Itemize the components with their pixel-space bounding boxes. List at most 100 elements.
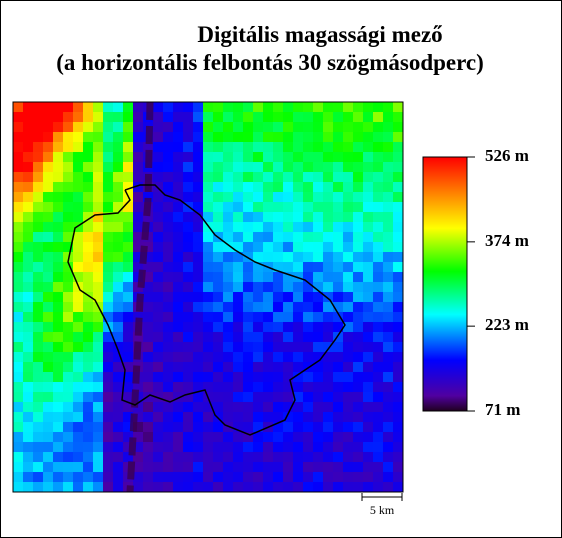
terrain-cell [53, 202, 64, 213]
terrain-cell [83, 202, 94, 213]
terrain-cell [213, 482, 224, 492]
terrain-cell [93, 252, 104, 263]
terrain-cell [63, 122, 74, 133]
terrain-cell [153, 422, 164, 433]
terrain-cell [103, 432, 114, 443]
terrain-cell [93, 322, 104, 333]
terrain-cell [223, 422, 234, 433]
terrain-cell [113, 252, 124, 263]
terrain-cell [233, 412, 244, 423]
terrain-cell [73, 322, 84, 333]
terrain-cell [113, 172, 124, 183]
terrain-cell [323, 112, 334, 123]
terrain-cell [283, 432, 294, 443]
terrain-cell [133, 202, 144, 213]
terrain-cell [193, 102, 204, 113]
terrain-cell [293, 232, 304, 243]
terrain-cell [63, 282, 74, 293]
terrain-cell [293, 442, 304, 453]
terrain-cell [63, 182, 74, 193]
terrain-cell [323, 152, 334, 163]
terrain-cell [253, 302, 264, 313]
terrain-cell [103, 462, 114, 473]
terrain-cell [153, 382, 164, 393]
terrain-cell [373, 412, 384, 423]
terrain-cell [193, 272, 204, 283]
terrain-cell [153, 342, 164, 353]
terrain-cell [13, 332, 24, 343]
terrain-cell [23, 222, 34, 233]
terrain-cell [243, 172, 254, 183]
terrain-cell [373, 422, 384, 433]
terrain-cell [23, 262, 34, 273]
terrain-cell [333, 352, 344, 363]
terrain-cell [103, 332, 114, 343]
terrain-cell [63, 232, 74, 243]
terrain-cell [243, 312, 254, 323]
terrain-cell [253, 282, 264, 293]
terrain-cell [303, 482, 314, 492]
terrain-cell [333, 102, 344, 113]
terrain-cell [353, 292, 364, 303]
terrain-cell [163, 352, 174, 363]
terrain-cell [103, 412, 114, 423]
terrain-cell [53, 432, 64, 443]
terrain-cell [213, 442, 224, 453]
terrain-cell [313, 312, 324, 323]
terrain-cell [273, 152, 284, 163]
terrain-cell [223, 432, 234, 443]
terrain-cell [153, 132, 164, 143]
terrain-cell [213, 372, 224, 383]
terrain-cell [163, 402, 174, 413]
terrain-cell [293, 102, 304, 113]
terrain-cell [233, 352, 244, 363]
terrain-cell [203, 192, 214, 203]
terrain-cell [153, 352, 164, 363]
terrain-cell [383, 472, 394, 483]
terrain-cell [343, 422, 354, 433]
terrain-cell [283, 462, 294, 473]
terrain-cell [93, 122, 104, 133]
map-border [12, 101, 404, 493]
terrain-cell [263, 232, 274, 243]
terrain-cell [103, 152, 114, 163]
terrain-cell [123, 142, 134, 153]
terrain-cell [33, 372, 44, 383]
terrain-cell [83, 452, 94, 463]
terrain-cell [373, 192, 384, 203]
terrain-cell [13, 192, 24, 203]
terrain-cell [63, 272, 74, 283]
terrain-cell [343, 312, 354, 323]
terrain-cell [73, 312, 84, 323]
terrain-cell [123, 132, 134, 143]
terrain-cell [83, 282, 94, 293]
terrain-cell [203, 292, 214, 303]
terrain-cell [223, 212, 234, 223]
terrain-cell [53, 122, 64, 133]
terrain-cell [23, 192, 34, 203]
terrain-cell [323, 272, 334, 283]
terrain-cell [43, 322, 54, 333]
terrain-cell [33, 292, 44, 303]
terrain-cell [293, 402, 304, 413]
terrain-cell [233, 342, 244, 353]
terrain-cell [163, 252, 174, 263]
terrain-cell [93, 312, 104, 323]
terrain-cell [73, 102, 84, 113]
terrain-cell [73, 222, 84, 233]
terrain-cell [63, 462, 74, 473]
terrain-cell [313, 482, 324, 492]
terrain-cell [133, 312, 144, 323]
terrain-cell [133, 272, 144, 283]
terrain-cell [363, 432, 374, 443]
terrain-cell [333, 312, 344, 323]
terrain-cell [343, 282, 354, 293]
terrain-cell [213, 202, 224, 213]
terrain-cell [113, 192, 124, 203]
terrain-cell [63, 402, 74, 413]
terrain-cell [303, 132, 314, 143]
terrain-cell [213, 132, 224, 143]
terrain-cell [363, 112, 374, 123]
terrain-cell [223, 382, 234, 393]
terrain-cell [183, 252, 194, 263]
